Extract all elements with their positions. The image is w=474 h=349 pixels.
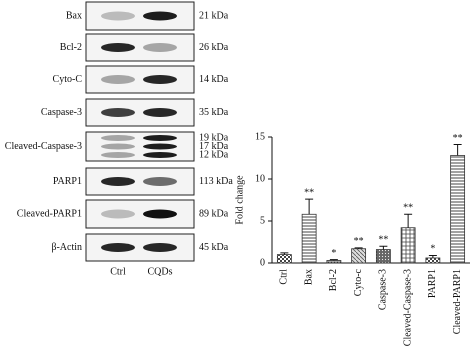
y-tick-label: 0 [260,257,265,268]
blot-band [101,75,135,84]
blot-row-label: Cleaved-PARP1 [17,208,82,219]
blot-band [101,11,135,21]
blot-row-label: Cyto-C [53,74,83,85]
blot-row-label: Bax [66,10,82,21]
error-bar [453,144,462,156]
blot-band [143,243,177,252]
bar [276,254,292,264]
blot-kda-label: 45 kDa [199,242,229,253]
x-tick-label: Cyto-c [353,268,364,296]
bar [400,227,416,264]
x-tick-label: Cleaved-PARP1 [452,269,463,334]
blot-row-label: β-Actin [51,242,82,253]
bar [375,249,391,264]
blot-kda-label: 19 kDa [199,132,229,143]
blot-kda-label: 12 kDa [199,149,229,160]
blot-lane-label: CQDs [147,266,172,277]
blot-kda-label: 89 kDa [199,208,229,219]
y-axis-label: Fold change [234,175,245,225]
bar [326,260,342,264]
significance-label: ** [304,187,314,198]
blot-row-label: Caspase-3 [41,107,82,118]
blot-kda-label: 14 kDa [199,74,229,85]
error-bar [329,259,338,261]
blot-band [143,152,177,158]
blot-row-label: PARP1 [53,176,82,187]
error-bar [428,254,437,258]
blot-band [101,209,135,219]
blot-row-label: Cleaved-Caspase-3 [5,141,82,152]
error-bar [305,198,314,215]
blot-band [143,11,177,21]
blot-band [101,243,135,252]
blot-panel [85,199,195,229]
blot-band [101,143,135,150]
blot-kda-label: 113 kDa [199,176,233,187]
blot-kda-label: 21 kDa [199,10,229,21]
blot-band [143,108,177,117]
significance-label: ** [378,234,388,245]
blot-band [101,108,135,117]
y-tick-label: 5 [260,215,265,226]
blot-band [143,143,177,150]
blot-kda-label: 35 kDa [199,107,229,118]
x-tick-label: PARP1 [427,269,438,298]
x-tick-label: Ctrl [279,269,290,285]
blot-band [101,177,135,186]
blot-band [101,43,135,52]
significance-label: * [331,248,336,259]
y-tick-label: 10 [255,173,265,184]
bar [425,257,441,264]
x-tick-label: Cleaved-Caspase-3 [402,269,413,346]
blot-band [101,135,135,141]
blot-kda-label: 26 kDa [199,42,229,53]
blot-band [143,209,177,219]
significance-label: ** [403,203,413,214]
blot-band [143,177,177,186]
bar-chart: Fold change 0 5 10 15 Ctrl ** Bax * Bcl-2 ** Cyto-… [234,131,470,346]
significance-label: ** [453,133,463,144]
error-bar [354,247,363,249]
error-bar [379,245,388,250]
error-bar [280,252,289,255]
bar [301,213,317,264]
blot-band [143,43,177,52]
western-blot: Bax 21 kDa Bcl-2 26 kDa Cyto-C 14 kDa Caspase-… [5,1,233,277]
x-tick-label: Caspase-3 [378,269,389,310]
blot-band [143,135,177,141]
significance-label: ** [354,236,364,247]
blot-kda-label: 17 kDa [199,141,229,152]
bar [450,155,466,264]
blot-band [143,75,177,84]
y-tick-label: 15 [255,131,265,142]
significance-label: * [430,244,435,255]
blot-row-label: Bcl-2 [60,42,82,53]
bar [351,248,367,264]
blot-band [101,152,135,158]
blot-lane-label: Ctrl [110,266,126,277]
x-tick-label: Bcl-2 [328,269,339,291]
error-bar [404,213,413,228]
x-tick-label: Bax [303,269,314,285]
